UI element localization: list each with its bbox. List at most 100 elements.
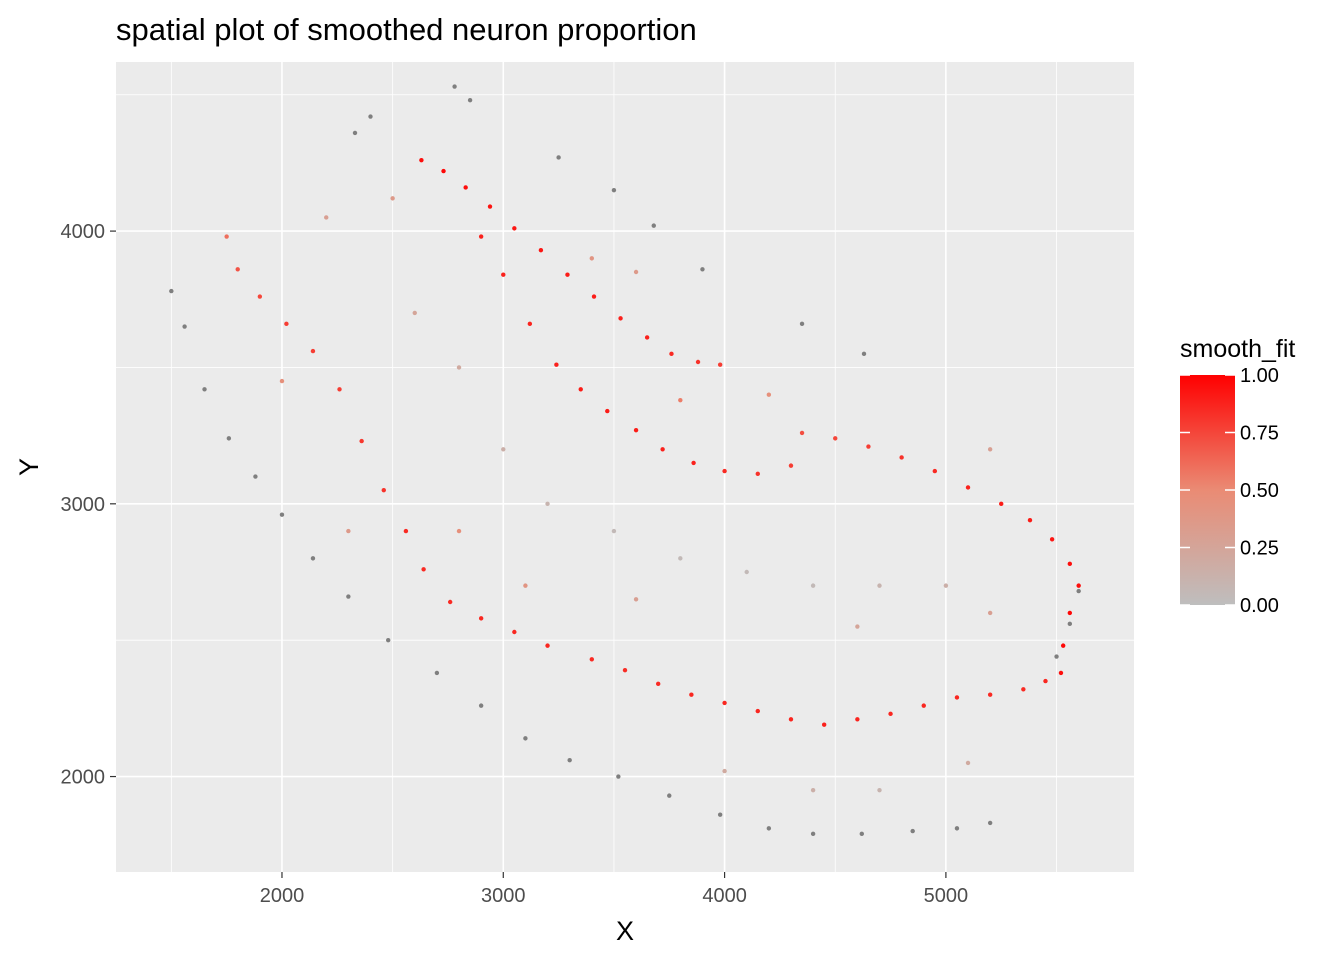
data-point	[722, 468, 727, 474]
data-point	[987, 447, 993, 452]
data-point	[691, 460, 696, 466]
data-point	[651, 223, 656, 228]
data-point	[463, 185, 468, 190]
data-point	[523, 736, 528, 741]
legend-tick-label: 0.50	[1240, 480, 1279, 502]
data-point	[1076, 583, 1081, 588]
data-point	[618, 316, 623, 321]
data-point	[1021, 687, 1026, 692]
data-point	[224, 234, 229, 239]
data-point	[669, 351, 674, 357]
data-point	[877, 583, 882, 588]
y-axis-ticks: 2000 3000 4000	[61, 221, 116, 789]
data-point	[605, 408, 610, 414]
data-point	[478, 703, 484, 708]
data-point	[965, 485, 971, 490]
data-point	[452, 84, 457, 89]
data-point	[821, 722, 827, 727]
data-point	[855, 624, 860, 629]
data-point	[538, 247, 544, 253]
data-point	[910, 828, 915, 834]
data-point	[310, 348, 316, 354]
data-point	[633, 269, 639, 275]
data-point	[717, 362, 723, 367]
data-point	[833, 436, 838, 441]
x-axis-ticks: 2000 3000 4000 5000	[260, 872, 968, 907]
legend-tick-label: 0.25	[1240, 538, 1279, 560]
y-tick-label: 3000	[61, 494, 106, 516]
data-point	[722, 700, 727, 706]
data-point	[943, 583, 949, 588]
data-point	[1067, 561, 1073, 567]
data-point	[810, 831, 816, 837]
x-axis-title: X	[616, 916, 634, 946]
data-point	[512, 629, 517, 635]
data-point	[412, 310, 417, 316]
data-point	[456, 365, 462, 370]
data-point	[1067, 610, 1073, 616]
data-point	[523, 583, 528, 588]
data-point	[487, 204, 493, 209]
data-point	[1060, 643, 1066, 648]
data-point	[788, 717, 794, 722]
legend-tick-label: 1.00	[1240, 365, 1279, 387]
data-point	[257, 294, 263, 299]
data-point	[1043, 678, 1048, 684]
data-point	[578, 387, 583, 392]
point-layer	[169, 84, 1081, 837]
data-point	[447, 599, 453, 605]
data-point	[589, 657, 595, 662]
data-point	[545, 501, 550, 507]
legend: smooth_fit 1.00 0.75 0.50 0.25 0.00	[1180, 335, 1295, 617]
data-point	[567, 757, 572, 763]
data-point	[434, 670, 440, 676]
data-point	[467, 97, 473, 103]
y-axis-title: Y	[14, 458, 44, 476]
data-point	[799, 430, 805, 436]
data-point	[921, 703, 926, 708]
data-point	[591, 294, 597, 299]
data-point	[655, 681, 661, 687]
data-point	[324, 215, 329, 220]
data-point	[695, 359, 701, 365]
data-point	[1027, 517, 1033, 523]
legend-tick-label: 0.00	[1240, 595, 1279, 617]
data-point	[1049, 537, 1055, 542]
data-point	[954, 826, 960, 831]
data-point	[866, 444, 871, 449]
data-point	[1058, 670, 1064, 676]
data-point	[744, 569, 749, 575]
data-point	[253, 474, 258, 479]
data-point	[182, 324, 187, 329]
data-point	[386, 637, 391, 643]
data-point	[689, 692, 694, 697]
data-point	[954, 695, 960, 700]
data-point	[987, 820, 993, 826]
data-point	[861, 351, 867, 357]
data-point	[527, 321, 533, 327]
data-point	[368, 114, 373, 119]
data-point	[279, 512, 285, 517]
data-point	[717, 812, 723, 817]
data-point	[501, 447, 506, 452]
data-point	[877, 787, 882, 793]
data-point	[419, 157, 424, 163]
data-point	[501, 272, 506, 277]
x-tick-label: 4000	[702, 885, 747, 907]
data-point	[589, 256, 595, 261]
data-point	[700, 267, 705, 272]
data-point	[678, 556, 683, 561]
data-point	[999, 501, 1004, 507]
data-point	[441, 168, 446, 174]
data-point	[810, 787, 816, 793]
data-point	[899, 455, 904, 460]
legend-title: smooth_fit	[1180, 335, 1295, 363]
data-point	[284, 321, 289, 327]
data-point	[965, 760, 971, 766]
data-point	[554, 362, 559, 367]
data-point	[987, 692, 993, 697]
data-point	[556, 155, 561, 160]
data-point	[611, 528, 617, 534]
data-point	[622, 667, 628, 673]
data-point	[1076, 588, 1081, 594]
